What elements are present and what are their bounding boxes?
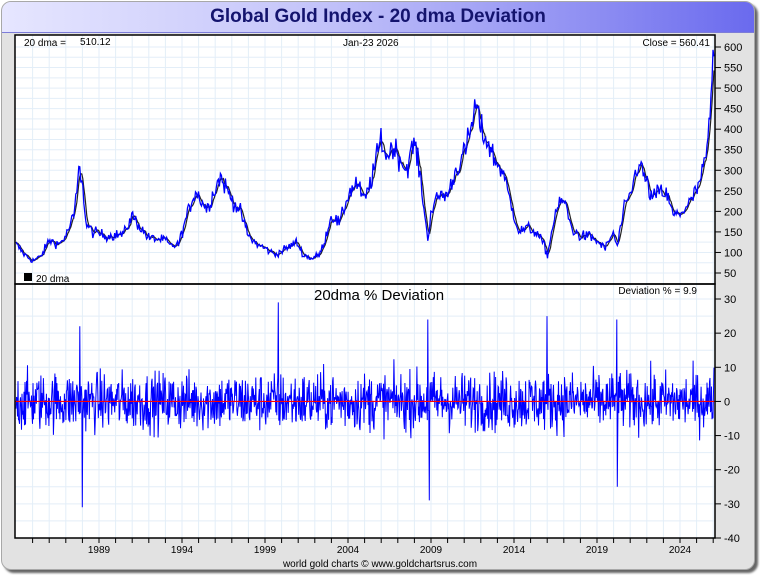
y-tick-label: 10 [724, 362, 736, 374]
x-tick-label: 2014 [503, 545, 526, 556]
dma-value: 510.12 [80, 37, 111, 48]
x-tick-label: 2019 [586, 545, 609, 556]
y-tick-label: 550 [724, 63, 742, 75]
y-tick-label: 30 [724, 294, 736, 306]
footer-credit: world gold charts © www.goldchartsrus.co… [282, 559, 477, 570]
grid-lines-overlay [15, 35, 715, 539]
dma-label: 20 dma = [24, 38, 66, 49]
dma-legend-swatch [24, 273, 32, 281]
x-tick-label: 2024 [669, 545, 692, 556]
y-tick-label: 450 [724, 104, 742, 116]
close-label: Close = 560.41 [642, 38, 710, 49]
price-line [15, 49, 715, 264]
x-axis: 1989 1994 1999 2004 2009 2014 2019 2024 [32, 538, 714, 556]
y-tick-label: 300 [724, 165, 742, 177]
title-bar: Global Gold Index - 20 dma Deviation [2, 2, 754, 33]
chart-title: Global Gold Index - 20 dma Deviation [210, 6, 546, 27]
price-series [15, 49, 715, 264]
date-label: Jan-23 2026 [343, 38, 399, 49]
y-tick-label: 250 [724, 186, 742, 198]
y-tick-label: 350 [724, 145, 742, 157]
y-tick-label: -10 [724, 431, 740, 443]
deviation-series [15, 302, 715, 508]
price-y-axis: 600 550 500 450 400 350 300 250 200 150 100 50 [715, 42, 742, 280]
deviation-value-label: Deviation % = 9.9 [618, 286, 697, 297]
x-tick-label: 1999 [254, 545, 277, 556]
y-tick-label: 200 [724, 206, 742, 218]
y-tick-label: 150 [724, 227, 742, 239]
deviation-panel-title: 20dma % Deviation [314, 287, 444, 304]
deviation-line [15, 302, 715, 508]
y-tick-label: 600 [724, 42, 742, 54]
x-tick-label: 2009 [420, 545, 443, 556]
y-tick-label: -20 [724, 465, 740, 477]
y-tick-label: 400 [724, 124, 742, 136]
x-tick-label: 1989 [88, 545, 111, 556]
y-tick-label: 20 [724, 328, 736, 340]
y-tick-label: -40 [724, 533, 740, 545]
y-tick-label: 500 [724, 83, 742, 95]
y-tick-label: 100 [724, 247, 742, 259]
dma-legend-label: 20 dma [36, 274, 70, 285]
y-tick-label: 0 [724, 396, 730, 408]
y-tick-label: 50 [724, 268, 736, 280]
x-tick-label: 2004 [337, 545, 360, 556]
x-tick-label: 1994 [171, 545, 194, 556]
y-tick-label: -30 [724, 499, 740, 511]
deviation-y-axis: 30 20 10 0 -10 -20 -30 -40 [715, 294, 740, 545]
